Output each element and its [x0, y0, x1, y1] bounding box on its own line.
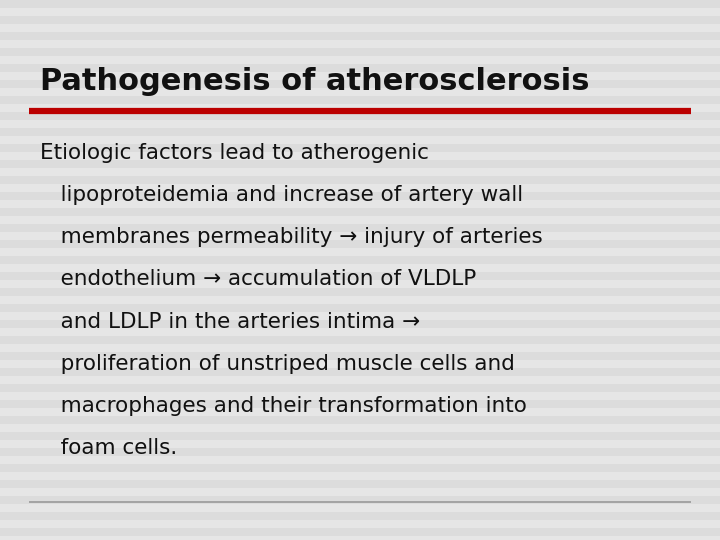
- Text: Pathogenesis of atherosclerosis: Pathogenesis of atherosclerosis: [40, 68, 589, 97]
- Bar: [0, 136, 720, 144]
- Bar: [0, 536, 720, 540]
- Text: Etiologic factors lead to atherogenic: Etiologic factors lead to atherogenic: [40, 143, 428, 163]
- Bar: [0, 432, 720, 440]
- Bar: [0, 336, 720, 344]
- Bar: [0, 64, 720, 72]
- Text: endothelium → accumulation of VLDLP: endothelium → accumulation of VLDLP: [40, 269, 476, 289]
- Bar: [0, 168, 720, 176]
- Bar: [0, 360, 720, 368]
- Bar: [0, 408, 720, 416]
- Bar: [0, 80, 720, 88]
- Bar: [0, 88, 720, 96]
- Bar: [0, 240, 720, 248]
- Bar: [0, 376, 720, 384]
- Text: proliferation of unstriped muscle cells and: proliferation of unstriped muscle cells …: [40, 354, 515, 374]
- Bar: [0, 176, 720, 184]
- Bar: [0, 416, 720, 424]
- Bar: [0, 520, 720, 528]
- Bar: [0, 192, 720, 200]
- Text: macrophages and their transformation into: macrophages and their transformation int…: [40, 396, 526, 416]
- Bar: [0, 48, 720, 56]
- Bar: [0, 424, 720, 432]
- Bar: [0, 464, 720, 472]
- Bar: [0, 216, 720, 224]
- Bar: [0, 400, 720, 408]
- Bar: [0, 8, 720, 16]
- Bar: [0, 280, 720, 288]
- Bar: [0, 328, 720, 336]
- Bar: [0, 128, 720, 136]
- Bar: [0, 312, 720, 320]
- Bar: [0, 104, 720, 112]
- Bar: [0, 320, 720, 328]
- Text: membranes permeability → injury of arteries: membranes permeability → injury of arter…: [40, 227, 542, 247]
- Bar: [0, 112, 720, 120]
- Bar: [0, 440, 720, 448]
- Bar: [0, 200, 720, 208]
- Bar: [0, 120, 720, 128]
- Bar: [0, 512, 720, 520]
- Bar: [0, 224, 720, 232]
- Text: foam cells.: foam cells.: [40, 438, 177, 458]
- Bar: [0, 368, 720, 376]
- Bar: [0, 288, 720, 296]
- Bar: [0, 24, 720, 32]
- Bar: [0, 256, 720, 264]
- Bar: [0, 392, 720, 400]
- Bar: [0, 160, 720, 168]
- Bar: [0, 16, 720, 24]
- Bar: [0, 504, 720, 512]
- Bar: [0, 40, 720, 48]
- Bar: [0, 208, 720, 216]
- Bar: [0, 488, 720, 496]
- Bar: [0, 144, 720, 152]
- Bar: [0, 496, 720, 504]
- Bar: [0, 448, 720, 456]
- Bar: [0, 272, 720, 280]
- Text: and LDLP in the arteries intima →: and LDLP in the arteries intima →: [40, 312, 420, 332]
- Bar: [0, 72, 720, 80]
- Bar: [0, 344, 720, 352]
- Bar: [0, 456, 720, 464]
- Bar: [0, 480, 720, 488]
- Bar: [0, 232, 720, 240]
- Bar: [0, 184, 720, 192]
- Bar: [0, 248, 720, 256]
- Bar: [0, 528, 720, 536]
- Text: lipoproteidemia and increase of artery wall: lipoproteidemia and increase of artery w…: [40, 185, 523, 205]
- Bar: [0, 0, 720, 8]
- Bar: [0, 384, 720, 392]
- Bar: [0, 32, 720, 40]
- Bar: [0, 152, 720, 160]
- Bar: [0, 296, 720, 304]
- Bar: [0, 56, 720, 64]
- Bar: [0, 352, 720, 360]
- Bar: [0, 96, 720, 104]
- Bar: [0, 472, 720, 480]
- Bar: [0, 264, 720, 272]
- Bar: [0, 304, 720, 312]
